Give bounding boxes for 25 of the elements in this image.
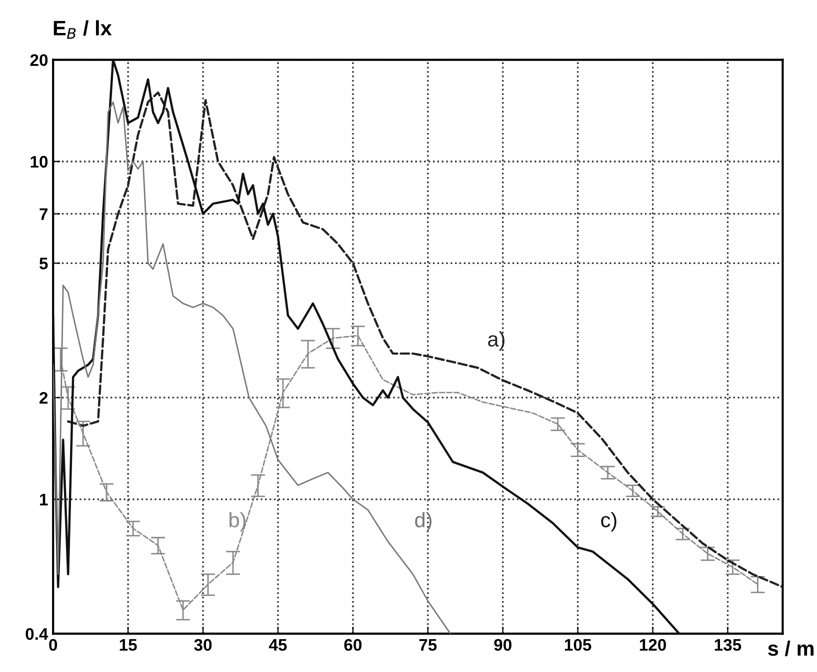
x-tick-label: 120 bbox=[640, 638, 666, 651]
y-tick-label: 5 bbox=[39, 258, 48, 270]
y-axis-title: E$_{B}$ / lx bbox=[54, 20, 112, 39]
y-tick-label: 20 bbox=[30, 54, 48, 66]
y-tick-label: 7 bbox=[40, 208, 48, 220]
series-label: c) bbox=[601, 512, 616, 532]
x-tick-label: 30 bbox=[194, 638, 212, 651]
line-series bbox=[66, 91, 783, 588]
line-series bbox=[53, 101, 452, 634]
x-tick-label: 60 bbox=[344, 638, 362, 651]
y-tick-label: 0.4 bbox=[26, 628, 48, 640]
x-tick-label: 105 bbox=[564, 638, 592, 651]
x-tick-label: 0 bbox=[49, 638, 58, 651]
x-tick-label: 135 bbox=[714, 638, 742, 651]
x-tick-label: 75 bbox=[419, 639, 437, 651]
series-label: b) bbox=[230, 512, 246, 532]
x-tick-label: 45 bbox=[268, 639, 287, 651]
series-label: a) bbox=[488, 331, 504, 351]
y-tick-label: 2 bbox=[40, 392, 48, 404]
series-label: d) bbox=[415, 512, 432, 532]
y-tick-label: 1 bbox=[40, 494, 48, 506]
x-tick-label: 15 bbox=[120, 639, 137, 651]
x-tick-label: 90 bbox=[494, 638, 512, 651]
x-axis-title: s / m bbox=[768, 640, 814, 656]
y-tick-label: 10 bbox=[30, 156, 48, 168]
